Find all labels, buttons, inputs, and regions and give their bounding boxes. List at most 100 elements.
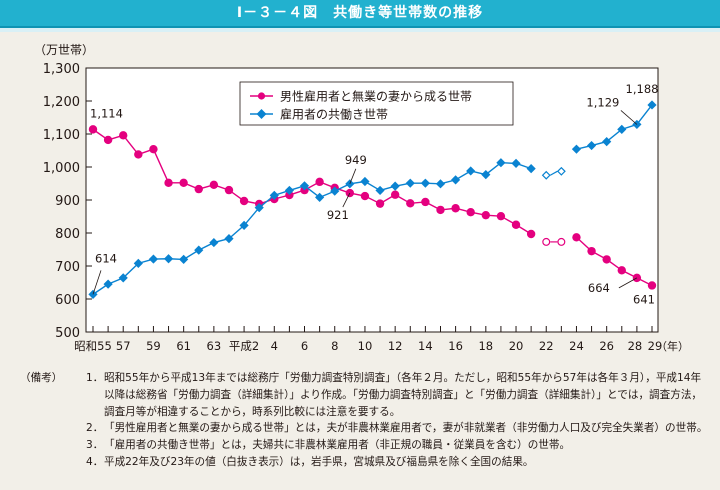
data-point	[254, 202, 264, 213]
x-tick-label: 8	[331, 339, 338, 353]
y-tick-label: 1,100	[43, 128, 80, 143]
note-text: 「雇用者の共働き世帯」とは，夫婦共に非農林業雇用者（非正規の職員・従業員を含む）…	[104, 439, 571, 452]
data-point	[179, 254, 189, 264]
data-label: 614	[95, 251, 117, 265]
data-point	[209, 237, 219, 248]
legend-label-1: 雇用者の共働き世帯	[280, 107, 388, 122]
x-axis: 昭和55 57 59 61 63 平成2 4 6 8 10 12 14 16 18 20 22 24 26 28 29	[74, 326, 662, 353]
data-point	[602, 255, 611, 264]
note-number: 3．	[86, 439, 104, 452]
data-point	[163, 254, 174, 264]
y-tick-label: 500	[55, 326, 80, 341]
note-item: （備考） 1． 昭和55年から平成13年までは総務庁「労働力調査特別調査」（各年…	[20, 370, 710, 420]
data-point	[436, 205, 445, 215]
data-point	[375, 185, 385, 196]
legend: 男性雇用者と無業の妻から成る世帯 雇用者の共働き世帯	[239, 81, 514, 126]
data-point	[435, 179, 446, 189]
data-point	[239, 220, 249, 231]
data-point	[224, 234, 234, 244]
data-label: 1,114	[90, 106, 123, 120]
data-point	[557, 237, 566, 246]
x-tick-label: 16	[448, 339, 463, 353]
y-tick-label: 900	[55, 194, 80, 209]
data-label: 664	[588, 281, 610, 295]
notes: （備考） 1． 昭和55年から平成13年までは総務庁「労働力調査特別調査」（各年…	[20, 370, 710, 471]
data-point	[617, 124, 627, 134]
x-tick-label: 4	[271, 339, 278, 353]
data-point	[103, 279, 113, 289]
note-item: 2． 「男性雇用者と無業の妻から成る世帯」とは，夫が非農林業雇用者で，妻が非就業…	[20, 420, 710, 437]
annotation-layer: 1,114 614 949 921 1,129 1,188 664 641	[90, 82, 658, 307]
data-point	[375, 199, 385, 208]
data-point	[179, 178, 188, 188]
data-point	[420, 178, 430, 188]
x-axis-unit-label: （年）	[656, 339, 689, 353]
data-point	[587, 246, 596, 256]
data-point	[556, 166, 566, 176]
annotation-leader	[342, 192, 351, 208]
legend-box	[239, 81, 514, 126]
data-point	[284, 185, 295, 196]
y-tick-label: 800	[55, 227, 80, 242]
annotation-leader	[620, 110, 638, 125]
data-point	[330, 186, 340, 196]
note-text: 昭和55年から平成13年までは総務庁「労働力調査特別調査」（各年２月。ただし，昭…	[104, 372, 703, 418]
x-tick-label: 6	[301, 339, 308, 353]
data-point	[148, 254, 159, 264]
y-tick-label: 1,300	[43, 62, 80, 77]
data-point	[299, 181, 310, 191]
data-point	[224, 185, 234, 195]
x-tick-label: 28	[628, 339, 643, 353]
data-label: 641	[633, 292, 655, 306]
data-point	[511, 158, 521, 168]
note-text: 「男性雇用者と無業の妻から成る世帯」とは，夫が非農林業雇用者で，妻が非就業者（非…	[104, 422, 708, 435]
data-point	[511, 220, 521, 229]
data-point	[315, 177, 324, 187]
data-point	[390, 190, 400, 199]
annotation-leader	[92, 270, 102, 295]
data-point	[617, 266, 626, 275]
notes-label: （備考）	[20, 372, 63, 384]
note-number: 2．	[86, 422, 104, 435]
data-point	[360, 176, 370, 187]
data-label: 1,188	[626, 82, 659, 96]
data-point	[269, 190, 279, 200]
data-point	[119, 131, 128, 140]
data-point	[647, 281, 657, 290]
note-item: 3． 「雇用者の共働き世帯」とは，夫婦共に非農林業雇用者（非正規の職員・従業員を…	[20, 437, 710, 454]
x-tick-label: 57	[116, 339, 131, 353]
x-tick-label: 20	[509, 339, 524, 353]
data-point	[496, 158, 506, 168]
data-point	[133, 258, 143, 268]
data-point	[526, 229, 536, 239]
data-point	[542, 237, 551, 246]
series-1	[88, 100, 657, 299]
data-label: 1,129	[586, 95, 619, 109]
data-point	[496, 211, 506, 221]
data-point	[88, 125, 98, 134]
data-point	[164, 178, 173, 188]
data-point	[450, 175, 461, 185]
note-item: 4． 平成22年及び23年の値（白抜き表示）は，岩手県，宮城県及び福島県を除く全…	[20, 454, 710, 471]
x-tick-label: 22	[539, 339, 554, 353]
data-point	[239, 196, 249, 206]
data-point	[134, 150, 143, 159]
data-point	[571, 144, 582, 154]
line-chart: 500 600 700 800 900 1,000 1,100 1,200 1,300 昭和55…	[34, 43, 689, 353]
data-point	[405, 178, 415, 188]
data-point	[103, 135, 113, 145]
x-tick-label: 平成2	[229, 339, 259, 353]
x-tick-label: 26	[599, 339, 614, 353]
data-point	[421, 197, 430, 207]
data-point	[647, 100, 657, 110]
annotation-leader	[349, 168, 357, 184]
figure-title: Ⅰ－３－４図 共働き等世帯数の推移	[0, 0, 720, 28]
annotation-leader	[618, 277, 638, 289]
data-point	[149, 144, 158, 154]
data-point	[390, 181, 400, 191]
y-tick-label: 700	[55, 260, 80, 275]
y-axis-unit-label: （万世帯）	[34, 43, 94, 57]
data-point	[285, 190, 294, 200]
x-tick-label: 12	[388, 339, 403, 353]
x-tick-label: 59	[146, 339, 161, 353]
